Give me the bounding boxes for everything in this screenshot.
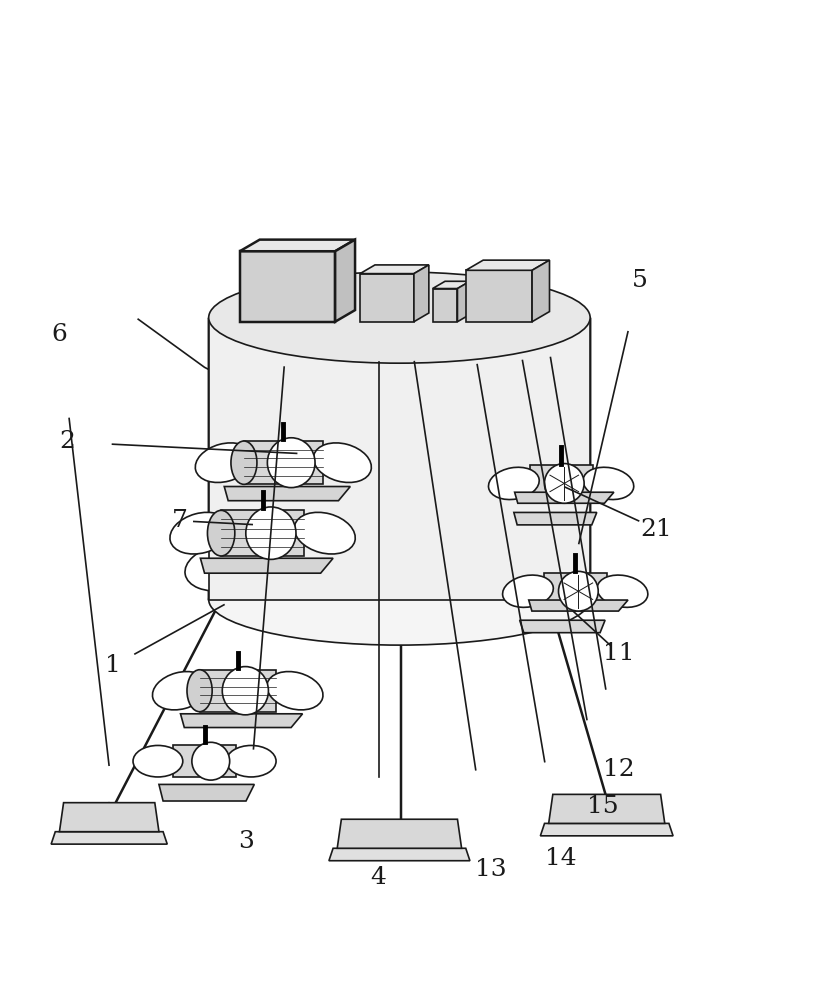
Ellipse shape xyxy=(267,672,323,710)
Ellipse shape xyxy=(226,745,276,777)
Polygon shape xyxy=(225,487,350,501)
Ellipse shape xyxy=(558,571,598,611)
Text: 11: 11 xyxy=(603,642,635,665)
Ellipse shape xyxy=(187,670,212,712)
Polygon shape xyxy=(433,289,458,322)
Polygon shape xyxy=(520,620,605,633)
Polygon shape xyxy=(244,441,323,484)
Text: 12: 12 xyxy=(603,758,635,781)
Polygon shape xyxy=(173,745,235,777)
Text: 13: 13 xyxy=(475,858,507,881)
Polygon shape xyxy=(548,794,665,823)
Text: 14: 14 xyxy=(545,847,577,870)
Polygon shape xyxy=(515,492,614,503)
Ellipse shape xyxy=(152,672,209,710)
Polygon shape xyxy=(209,318,590,600)
Polygon shape xyxy=(540,823,673,836)
Polygon shape xyxy=(221,510,304,556)
Text: 3: 3 xyxy=(238,830,254,853)
Ellipse shape xyxy=(185,545,257,591)
Polygon shape xyxy=(201,558,333,573)
Ellipse shape xyxy=(488,467,539,500)
Text: 21: 21 xyxy=(641,518,672,541)
Ellipse shape xyxy=(583,467,634,500)
Polygon shape xyxy=(543,573,607,609)
Polygon shape xyxy=(360,274,414,322)
Text: 15: 15 xyxy=(587,795,618,818)
Polygon shape xyxy=(466,260,549,270)
Polygon shape xyxy=(414,265,428,322)
Polygon shape xyxy=(59,803,159,832)
Ellipse shape xyxy=(498,417,562,459)
Polygon shape xyxy=(240,240,355,251)
Polygon shape xyxy=(528,600,628,611)
Ellipse shape xyxy=(314,443,371,482)
Text: 4: 4 xyxy=(371,866,387,889)
Polygon shape xyxy=(337,819,462,848)
Ellipse shape xyxy=(503,575,553,607)
Polygon shape xyxy=(530,465,592,502)
Ellipse shape xyxy=(222,667,269,715)
Text: 5: 5 xyxy=(632,269,648,292)
Polygon shape xyxy=(335,240,355,322)
Polygon shape xyxy=(329,848,470,861)
Text: 6: 6 xyxy=(52,323,67,346)
Polygon shape xyxy=(240,251,335,322)
Polygon shape xyxy=(200,670,276,712)
Ellipse shape xyxy=(170,512,230,554)
Polygon shape xyxy=(466,270,532,322)
Polygon shape xyxy=(181,714,303,728)
Polygon shape xyxy=(433,281,470,289)
Ellipse shape xyxy=(597,575,648,607)
Ellipse shape xyxy=(231,441,257,484)
Polygon shape xyxy=(159,784,255,801)
Ellipse shape xyxy=(207,510,235,556)
Polygon shape xyxy=(532,260,549,322)
Ellipse shape xyxy=(245,507,296,559)
Text: 2: 2 xyxy=(60,430,76,453)
Ellipse shape xyxy=(295,512,355,554)
Text: 1: 1 xyxy=(106,654,121,677)
Ellipse shape xyxy=(209,272,590,363)
Ellipse shape xyxy=(241,410,315,465)
Ellipse shape xyxy=(544,464,584,503)
Polygon shape xyxy=(51,832,167,844)
Polygon shape xyxy=(514,512,597,525)
Polygon shape xyxy=(458,281,470,322)
Ellipse shape xyxy=(192,742,230,780)
Ellipse shape xyxy=(267,438,315,488)
Ellipse shape xyxy=(133,745,183,777)
Ellipse shape xyxy=(210,476,283,524)
Ellipse shape xyxy=(209,554,590,645)
Polygon shape xyxy=(360,265,428,274)
Text: 7: 7 xyxy=(171,509,187,532)
Ellipse shape xyxy=(196,443,253,482)
Ellipse shape xyxy=(513,517,572,557)
